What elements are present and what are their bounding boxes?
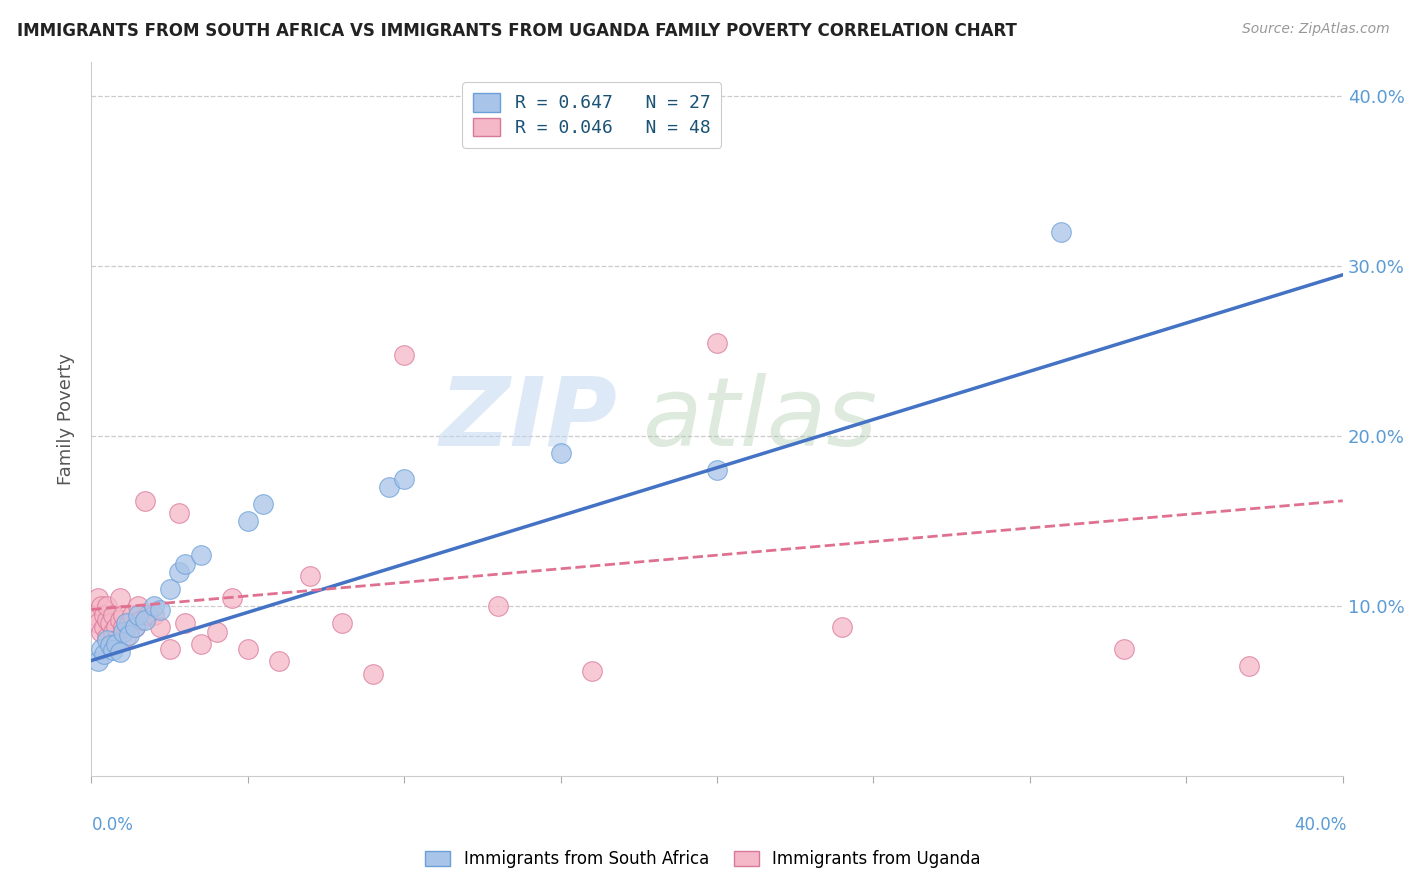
Point: [831, 619, 853, 633]
Point: [392, 348, 416, 362]
Point: [108, 591, 131, 605]
Point: [221, 591, 243, 605]
Point: [252, 497, 274, 511]
Point: [134, 613, 156, 627]
Point: [118, 616, 141, 631]
Point: [236, 641, 259, 656]
Point: [205, 624, 228, 639]
Point: [486, 599, 509, 614]
Point: [143, 599, 166, 614]
Point: [267, 653, 290, 667]
Point: [392, 472, 416, 486]
Legend: Immigrants from South Africa, Immigrants from Uganda: Immigrants from South Africa, Immigrants…: [419, 844, 987, 875]
Point: [90, 641, 112, 656]
Point: [1050, 225, 1073, 239]
Point: [98, 638, 121, 652]
Point: [108, 613, 131, 627]
Point: [159, 582, 181, 596]
Legend: R = 0.647   N = 27, R = 0.046   N = 48: R = 0.647 N = 27, R = 0.046 N = 48: [463, 82, 721, 148]
Point: [190, 636, 212, 650]
Point: [105, 633, 128, 648]
Point: [131, 613, 153, 627]
Point: [96, 613, 118, 627]
Text: ZIP: ZIP: [439, 373, 617, 466]
Point: [1112, 641, 1135, 656]
Point: [105, 636, 128, 650]
Point: [93, 607, 115, 622]
Point: [96, 633, 118, 648]
Point: [361, 667, 384, 681]
Point: [124, 619, 146, 633]
Point: [127, 607, 149, 622]
Point: [83, 607, 105, 622]
Point: [149, 619, 172, 633]
Point: [93, 647, 115, 661]
Point: [190, 548, 212, 562]
Point: [143, 607, 166, 622]
Point: [93, 619, 115, 633]
Point: [108, 645, 131, 659]
Point: [330, 616, 353, 631]
Y-axis label: Family Poverty: Family Poverty: [58, 353, 76, 485]
Point: [121, 607, 143, 622]
Point: [114, 630, 136, 644]
Point: [90, 624, 112, 639]
Point: [136, 607, 159, 622]
Point: [86, 616, 108, 631]
Point: [86, 653, 108, 667]
Point: [706, 335, 728, 350]
Point: [167, 565, 190, 579]
Point: [706, 463, 728, 477]
Text: atlas: atlas: [643, 373, 877, 466]
Point: [90, 599, 112, 614]
Point: [174, 557, 197, 571]
Point: [105, 619, 128, 633]
Point: [103, 624, 125, 639]
Point: [167, 506, 190, 520]
Point: [98, 616, 121, 631]
Text: 40.0%: 40.0%: [1295, 816, 1347, 834]
Point: [581, 664, 603, 678]
Point: [86, 591, 108, 605]
Point: [127, 599, 149, 614]
Point: [124, 619, 146, 633]
Point: [96, 630, 118, 644]
Point: [159, 641, 181, 656]
Text: Source: ZipAtlas.com: Source: ZipAtlas.com: [1241, 22, 1389, 37]
Point: [236, 514, 259, 528]
Point: [149, 602, 172, 616]
Point: [98, 636, 121, 650]
Point: [134, 493, 156, 508]
Point: [103, 643, 125, 657]
Point: [96, 599, 118, 614]
Point: [103, 607, 125, 622]
Text: 0.0%: 0.0%: [91, 816, 134, 834]
Point: [1237, 658, 1260, 673]
Point: [114, 616, 136, 631]
Point: [111, 624, 134, 639]
Point: [174, 616, 197, 631]
Point: [118, 628, 141, 642]
Point: [299, 568, 322, 582]
Text: IMMIGRANTS FROM SOUTH AFRICA VS IMMIGRANTS FROM UGANDA FAMILY POVERTY CORRELATIO: IMMIGRANTS FROM SOUTH AFRICA VS IMMIGRAN…: [17, 22, 1017, 40]
Point: [111, 619, 134, 633]
Point: [550, 446, 572, 460]
Point: [111, 607, 134, 622]
Point: [377, 480, 399, 494]
